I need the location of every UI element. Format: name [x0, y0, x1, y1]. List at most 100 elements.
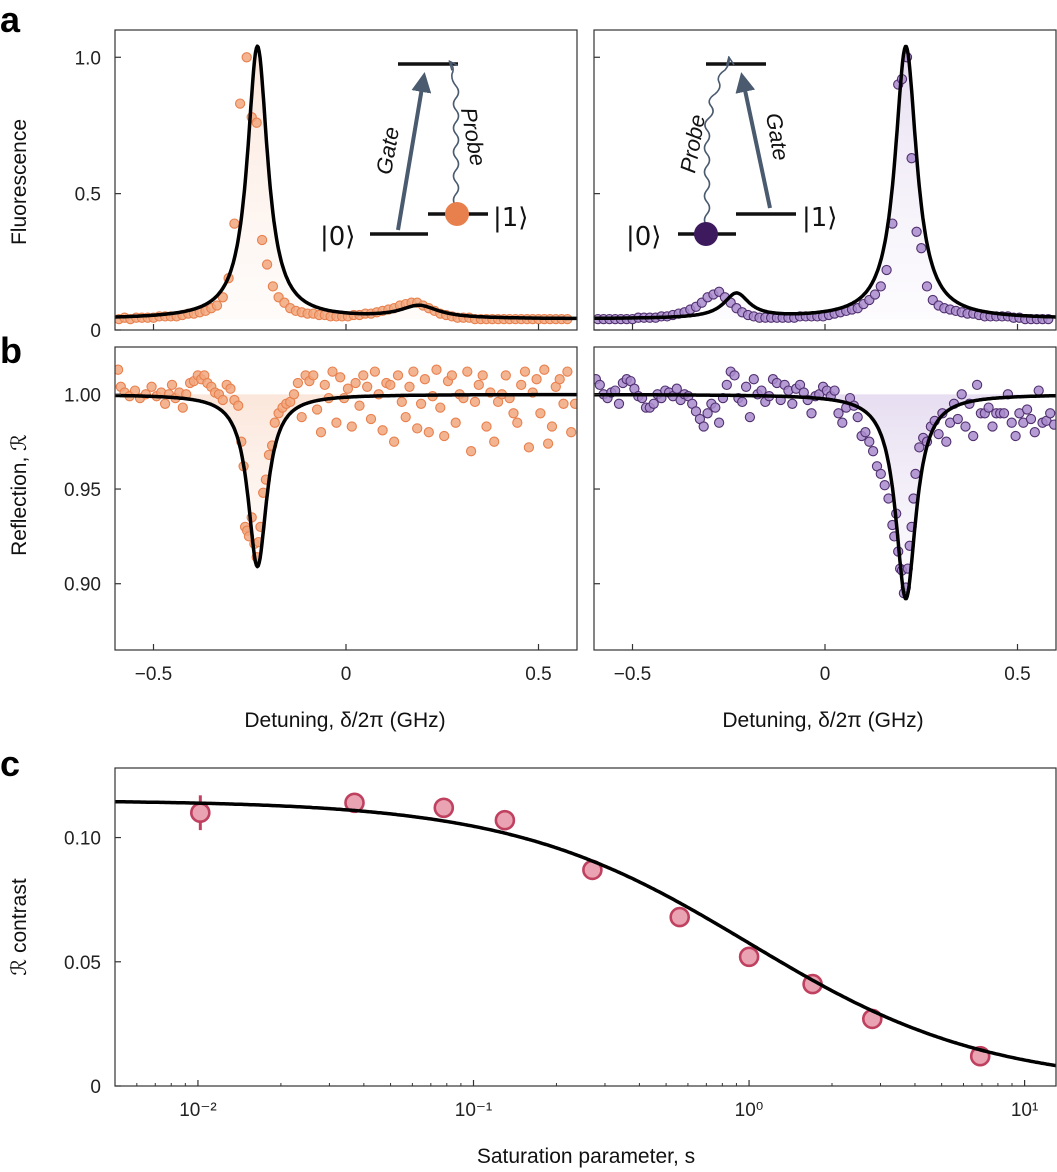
ket-0-right: |0⟩ — [626, 222, 661, 252]
data-point — [554, 374, 565, 385]
data-point — [392, 370, 404, 381]
data-point — [296, 411, 307, 423]
data-point — [562, 366, 573, 377]
data-point — [342, 383, 354, 394]
data-point — [546, 421, 558, 432]
data-point — [388, 436, 400, 447]
data-point — [729, 370, 740, 381]
data-point — [968, 430, 979, 442]
probe-wave-right — [703, 58, 730, 227]
chart-b-left: 0.90 0.95 1.00 −0.5 0 0.5 — [64, 346, 578, 685]
data-point — [385, 379, 396, 391]
data-point — [837, 417, 848, 428]
data-point — [1048, 419, 1056, 430]
data-point — [806, 408, 817, 419]
shade-a-right — [594, 46, 1056, 320]
data-point — [860, 427, 871, 438]
probe-wave-left — [450, 62, 460, 207]
chart-c: 0 0.05 0.10 10⁻² 10⁻¹ 10⁰ 10¹ — [64, 767, 1057, 1121]
data-point — [251, 117, 262, 128]
data-point — [190, 802, 211, 824]
data-point — [225, 383, 236, 394]
y-tick-label: 1.0 — [75, 48, 101, 69]
data-point — [983, 402, 994, 413]
data-point — [234, 98, 246, 109]
probe-label-left: Probe — [456, 106, 491, 168]
data-point — [512, 417, 523, 428]
panel-label-b: b — [0, 330, 22, 371]
data-point — [489, 436, 500, 447]
data-point — [335, 372, 346, 383]
data-point — [431, 364, 442, 375]
y-tick-label: 0.05 — [64, 953, 101, 974]
data-point — [702, 408, 713, 419]
data-point — [1021, 404, 1033, 415]
data-point — [879, 480, 890, 491]
panel-label-a: a — [0, 0, 21, 40]
plot-area-b-left — [115, 364, 577, 569]
data-point — [594, 379, 605, 391]
data-point — [433, 797, 455, 819]
data-point — [669, 906, 691, 928]
data-point — [435, 402, 446, 413]
data-point — [648, 398, 659, 409]
x-tick-label: 0 — [820, 664, 831, 685]
data-point — [721, 379, 732, 391]
data-point — [539, 364, 550, 375]
ket-0-left: |0⟩ — [320, 222, 355, 252]
data-point — [914, 442, 925, 453]
x-tick-label: 10⁰ — [735, 1100, 764, 1121]
data-point — [159, 398, 171, 409]
gate-label-right: Gate — [761, 111, 794, 162]
ket-1-right: |1⟩ — [802, 203, 837, 233]
x-tick-label: −0.5 — [614, 664, 652, 685]
xlabel-c: Saturation parameter, s — [477, 1145, 695, 1168]
data-point — [852, 411, 863, 423]
data-point — [738, 946, 760, 968]
data-point — [408, 366, 419, 377]
axes-frame-a-left — [114, 29, 578, 331]
x-tick-label: 0 — [341, 664, 352, 685]
data-point — [1033, 385, 1044, 396]
panel-label-c: c — [0, 743, 20, 784]
data-point — [465, 446, 477, 457]
data-point — [269, 417, 280, 428]
data-point — [377, 425, 388, 436]
data-point — [1006, 417, 1017, 428]
data-point — [566, 427, 577, 438]
data-point — [256, 234, 268, 246]
data-point — [308, 370, 319, 381]
data-point — [558, 398, 569, 409]
data-point — [354, 400, 365, 411]
data-point — [744, 411, 756, 423]
data-point — [229, 218, 240, 229]
axes-frame-a-right — [593, 29, 1057, 331]
gate-label-left: Gate — [371, 125, 404, 176]
data-point — [327, 366, 338, 377]
population-dot-right — [694, 222, 718, 246]
data-point — [869, 289, 881, 300]
data-point — [713, 417, 725, 428]
data-point — [311, 404, 323, 415]
data-point — [346, 421, 357, 432]
x-tick-label: 10¹ — [1011, 1100, 1038, 1121]
data-point — [396, 396, 407, 408]
data-point — [542, 438, 554, 449]
data-point — [971, 379, 983, 391]
data-point — [875, 468, 886, 480]
data-point — [569, 398, 577, 409]
ylabel-c: ℛ contrast — [8, 878, 31, 975]
data-point — [864, 436, 875, 447]
data-point — [523, 442, 535, 453]
data-point — [319, 379, 330, 391]
y-tick-label: 0 — [90, 321, 101, 342]
data-point — [469, 396, 481, 408]
data-point — [698, 421, 709, 432]
x-tick-label: 0.5 — [1004, 664, 1030, 685]
data-point — [404, 381, 415, 392]
axes-frame-c — [114, 767, 1057, 1087]
shade-b-right — [594, 394, 1056, 599]
y-tick-label: 0 — [90, 1077, 101, 1098]
data-point — [450, 417, 461, 428]
